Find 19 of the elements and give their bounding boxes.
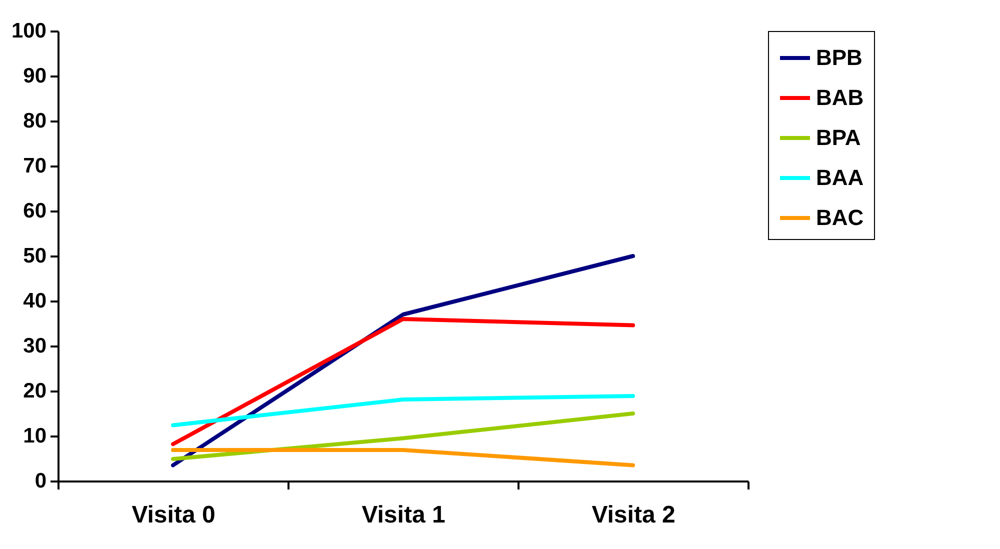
legend-label: BAA [816, 165, 864, 190]
y-tick-label: 30 [23, 334, 46, 358]
x-tick-label: Visita 1 [362, 502, 446, 528]
y-tick-label: 100 [11, 20, 46, 42]
y-tick-label: 10 [23, 424, 46, 448]
y-tick-label: 0 [34, 470, 46, 492]
y-tick-label: 80 [23, 110, 46, 132]
legend-label: BPA [816, 125, 861, 150]
y-tick-label: 90 [23, 64, 46, 88]
y-tick-label: 50 [23, 244, 46, 268]
y-tick-label: 70 [23, 154, 46, 178]
x-tick-label: Visita 0 [132, 502, 216, 528]
y-tick-label: 60 [23, 200, 46, 222]
x-tick-label: Visita 2 [592, 502, 676, 528]
legend-label: BAC [816, 205, 864, 230]
y-tick-label: 20 [23, 380, 46, 402]
legend-label: BPB [816, 45, 862, 70]
legend-label: BAB [816, 85, 864, 110]
y-tick-label: 40 [23, 290, 46, 312]
